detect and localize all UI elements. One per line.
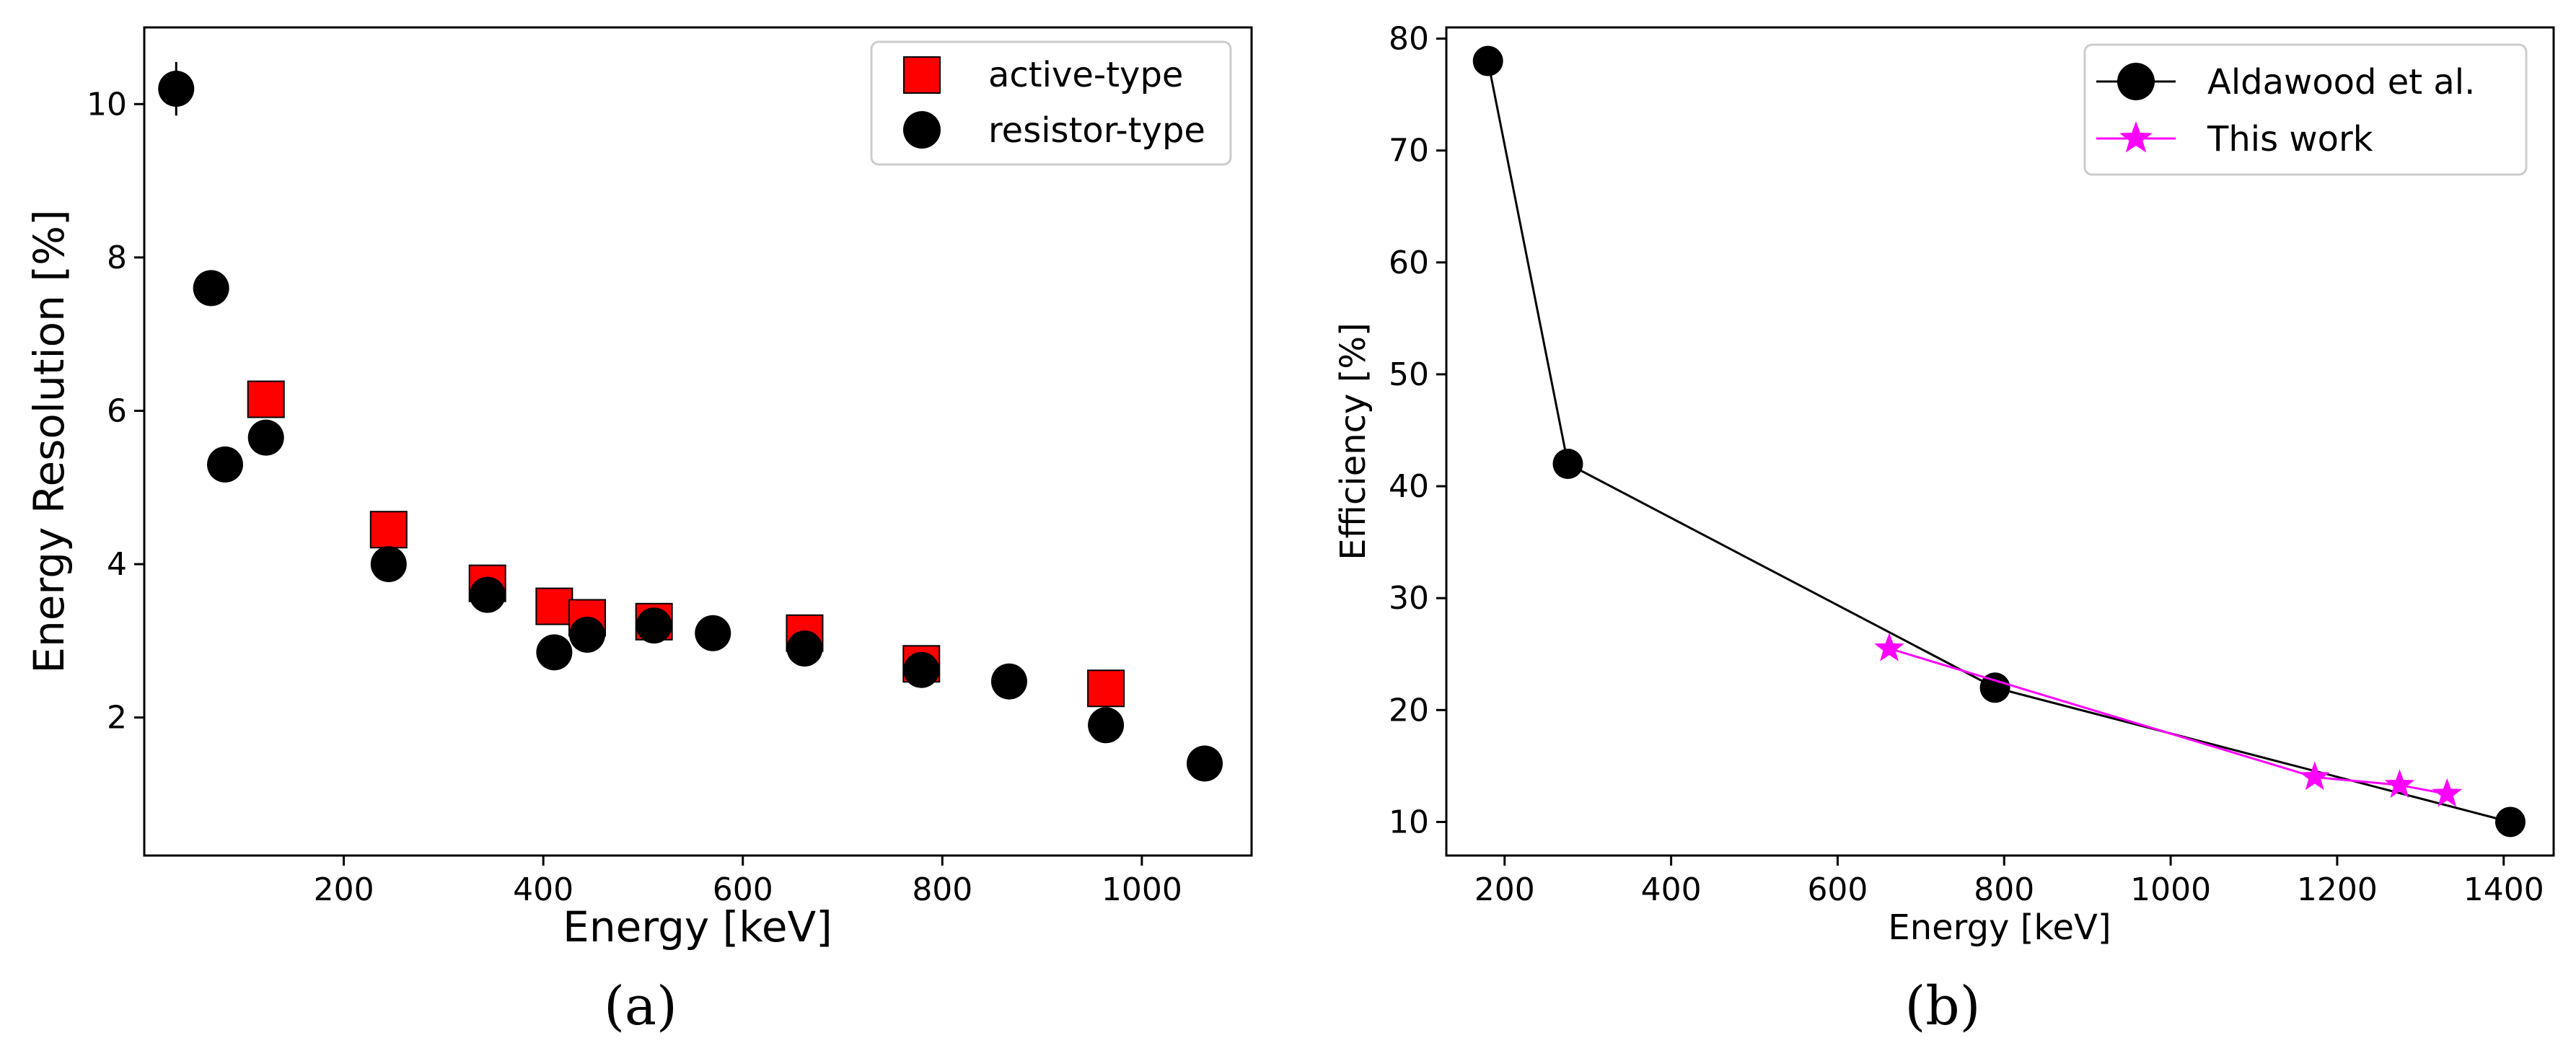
data-point-this-work [2384, 769, 2415, 799]
data-point-resistor-type [695, 615, 731, 651]
data-point-active-type [535, 587, 573, 625]
data-point-active-type [369, 511, 408, 549]
data-point-this-work [1874, 633, 1904, 661]
x-tick-label: 1200 [2297, 871, 2378, 908]
panel-a-legend-box [870, 40, 1232, 166]
data-point-resistor-type [569, 616, 605, 653]
data-point-this-work [2299, 761, 2330, 791]
y-tick-label: 6 [107, 392, 127, 429]
legend-star [2119, 121, 2153, 153]
data-point-resistor-type [786, 630, 823, 667]
panel-b-ticks: 200 400 600 800 1000 1200 1400 10 20 30 40 50 60 70 80 [1389, 21, 2544, 908]
y-tick-label: 4 [107, 546, 127, 583]
data-point-this-work [2432, 778, 2463, 807]
x-tick-label: 800 [912, 871, 972, 908]
data-point-active-type [1087, 669, 1125, 708]
x-tick-label: 600 [713, 871, 773, 908]
data-point-resistor-type [207, 446, 244, 483]
panel-b-caption: (b) [1904, 975, 1980, 1037]
y-tick-label: 8 [107, 239, 127, 276]
y-tick-label: 60 [1389, 245, 1429, 281]
panel-a-caption: (a) [604, 975, 677, 1037]
panel-b: 200 400 600 800 1000 1200 1400 10 20 30 40 50 60 70 80… [1333, 21, 2555, 1037]
panel-a: 200 400 600 800 1000 2 4 6 8 10 Energy [keV] Ener… [25, 26, 1253, 1037]
series-line-aldawood-et-al [1487, 61, 2511, 823]
data-point-aldawood-et-al [1552, 449, 1583, 480]
data-point-aldawood-et-al [2494, 806, 2526, 837]
data-point-resistor-type [1088, 707, 1125, 744]
y-tick-label: 2 [107, 700, 127, 737]
panel-a-frame [143, 26, 1253, 857]
legend-label-aldawood: Aldawood et al. [2207, 62, 2475, 102]
x-tick-label: 200 [314, 871, 374, 908]
panel-b-frame [1445, 26, 2555, 857]
x-tick-label: 400 [1641, 871, 1702, 908]
y-tick-label: 10 [1389, 804, 1429, 840]
y-tick-label: 80 [1389, 21, 1429, 58]
data-point-resistor-type [903, 651, 940, 688]
series-line-this-work [1889, 647, 2448, 796]
panel-a-ticks: 200 400 600 800 1000 2 4 6 8 10 [87, 86, 1182, 908]
panel-a-xlabel: Energy [keV] [563, 902, 832, 951]
panel-a-marks [158, 61, 1223, 782]
data-point-active-type [247, 380, 285, 418]
data-point-resistor-type [247, 419, 284, 456]
y-tick-label: 10 [87, 86, 127, 123]
legend-marker-aldawood [2117, 63, 2155, 100]
y-tick-label: 50 [1389, 356, 1429, 393]
panel-b-ylabel: Efficiency [%] [1333, 322, 1373, 560]
x-tick-label: 800 [1974, 871, 2034, 908]
x-tick-label: 1400 [2463, 871, 2544, 908]
x-tick-label: 1000 [2130, 871, 2211, 908]
x-tick-label: 400 [513, 871, 573, 908]
data-point-resistor-type [158, 71, 195, 107]
data-point-resistor-type [193, 270, 229, 307]
y-tick-label: 30 [1389, 580, 1429, 617]
y-tick-label: 20 [1389, 692, 1429, 729]
legend-label-active: active-type [988, 55, 1183, 95]
panel-b-legend-box [2083, 43, 2528, 176]
legend-marker-thiswork [2119, 121, 2153, 153]
data-point-resistor-type [370, 546, 407, 583]
data-point-resistor-type [990, 663, 1027, 700]
panel-a-legend: active-type resistor-type [870, 40, 1232, 166]
panel-a-ylabel: Energy Resolution [%] [25, 209, 74, 673]
panel-b-xlabel: Energy [keV] [1888, 907, 2111, 948]
legend-marker-resistor [903, 111, 941, 149]
data-point-aldawood-et-al [1472, 45, 1503, 76]
legend-label-resistor: resistor-type [988, 110, 1205, 151]
y-tick-label: 70 [1389, 133, 1429, 170]
x-tick-label: 1000 [1102, 871, 1182, 908]
x-tick-label: 200 [1474, 871, 1535, 908]
data-point-aldawood-et-al [1979, 672, 2010, 703]
data-point-resistor-type [1187, 745, 1223, 782]
data-point-resistor-type [636, 607, 672, 644]
x-tick-label: 600 [1807, 871, 1868, 908]
legend-label-thiswork: This work [2207, 119, 2373, 159]
legend-marker-active [903, 56, 941, 94]
data-point-resistor-type [536, 634, 573, 671]
panel-b-marks [1472, 45, 2526, 837]
panel-b-legend: Aldawood et al. This work [2083, 43, 2528, 176]
data-point-resistor-type [469, 576, 506, 613]
y-tick-label: 40 [1389, 468, 1429, 505]
